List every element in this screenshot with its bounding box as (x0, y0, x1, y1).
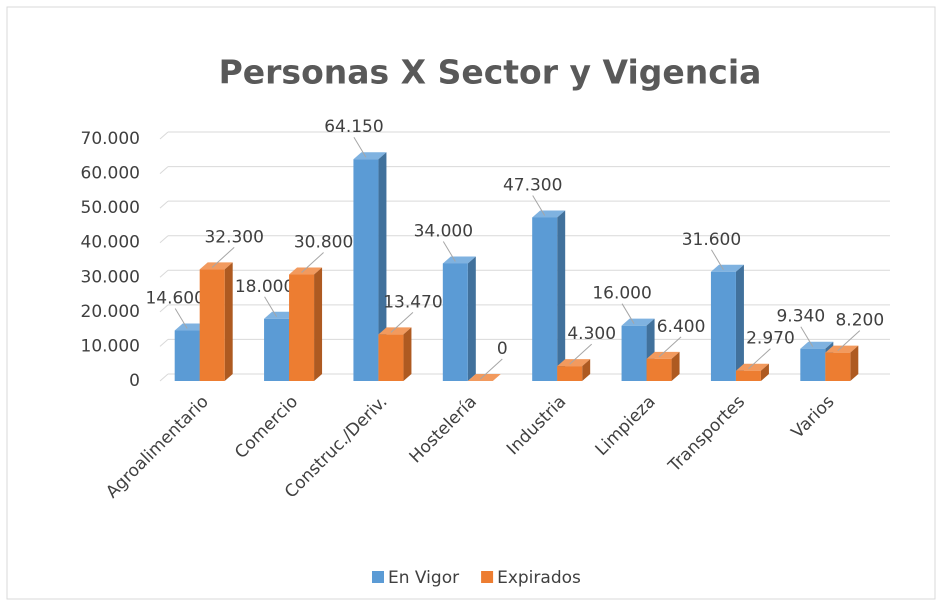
legend-swatch (481, 571, 494, 583)
leader-line (301, 252, 324, 273)
bar-top (289, 267, 323, 275)
bar (825, 352, 851, 381)
bar-side (671, 351, 680, 381)
y-tick-label: 60.000 (81, 164, 140, 184)
y-tick-label: 0 (129, 371, 140, 391)
leader-line (837, 330, 861, 352)
bar-side (557, 210, 566, 381)
y-tick-label: 40.000 (81, 233, 140, 253)
bar-side (314, 267, 323, 381)
bar-top (378, 327, 412, 335)
grid-line-depth (159, 304, 169, 313)
bar-top (532, 210, 566, 218)
bar-top (353, 152, 387, 160)
bar-top (646, 351, 680, 359)
data-label: 6.400 (657, 317, 706, 337)
data-label: 13.470 (383, 292, 442, 312)
bar-top (825, 345, 859, 353)
y-tick-label: 70.000 (81, 129, 140, 149)
bar (557, 366, 583, 381)
bar-top (264, 311, 298, 319)
data-label: 16.000 (592, 284, 651, 304)
grid-line-depth (159, 339, 169, 347)
bar-side (760, 363, 769, 381)
bar (442, 263, 468, 381)
bar-top (467, 374, 501, 381)
bar-side (467, 256, 476, 381)
grid-line-depth (159, 131, 169, 140)
leader-line (748, 348, 771, 370)
bar-top (174, 323, 208, 331)
leader-line (479, 358, 503, 380)
bar (532, 217, 558, 381)
data-label: 32.300 (204, 227, 263, 247)
bar-top (442, 256, 476, 264)
data-label: 18.000 (235, 277, 294, 297)
leader-line (442, 241, 456, 262)
y-tick-label: 20.000 (81, 302, 140, 322)
bar-side (735, 264, 744, 381)
bar (378, 334, 404, 381)
data-label: 64.150 (324, 117, 383, 137)
leader-line (621, 303, 635, 324)
grid-line-depth (159, 166, 169, 174)
leader-line (532, 195, 546, 216)
bar (621, 325, 647, 381)
bar (735, 370, 761, 381)
grid-line-depth (159, 269, 169, 278)
y-tick-label: 50.000 (81, 198, 140, 218)
data-label: 4.300 (567, 324, 616, 344)
bar-top (199, 262, 233, 270)
chart-title: Personas X Sector y Vigencia (219, 53, 762, 92)
grid-line-depth (159, 200, 169, 209)
leader-line (800, 326, 814, 347)
leader-line (174, 308, 188, 329)
legend-swatch (372, 571, 384, 583)
bar-side (224, 262, 233, 381)
data-label: 30.800 (294, 233, 353, 253)
bar (289, 274, 315, 381)
bar-top (557, 359, 591, 367)
bar-top (621, 318, 655, 326)
legend-label: Expirados (497, 568, 581, 588)
data-label: 2.970 (746, 329, 795, 349)
legend-label: En Vigor (388, 568, 459, 588)
grid-line-depth (159, 235, 169, 244)
bar-side (582, 359, 591, 381)
bar (646, 358, 672, 381)
bar-top (800, 341, 834, 349)
leader-line (569, 343, 593, 365)
data-label: 34.000 (414, 221, 473, 241)
bar (353, 159, 379, 381)
y-tick-label: 30.000 (81, 267, 140, 287)
y-tick-label: 10.000 (81, 336, 140, 356)
bar (199, 269, 225, 381)
leader-line (264, 296, 277, 318)
bar-side (850, 345, 859, 381)
leader-line (353, 136, 367, 158)
bar (710, 271, 736, 381)
leader-line (711, 249, 724, 271)
bar (800, 348, 826, 381)
data-label: 31.600 (682, 230, 741, 250)
bar-side (378, 152, 387, 381)
data-label: 0 (497, 339, 508, 359)
grid-line-depth (159, 373, 169, 382)
leader-line (211, 246, 235, 268)
bar (264, 318, 290, 381)
bar-top (710, 264, 744, 272)
bar-side (403, 327, 412, 381)
data-label: 14.600 (145, 289, 204, 309)
bar-top (735, 363, 769, 371)
data-label: 9.340 (776, 307, 825, 327)
data-label: 47.300 (503, 175, 562, 195)
leader-line (658, 336, 682, 358)
leader-line (390, 312, 414, 333)
bar (174, 330, 200, 381)
data-label: 8.200 (835, 311, 884, 331)
